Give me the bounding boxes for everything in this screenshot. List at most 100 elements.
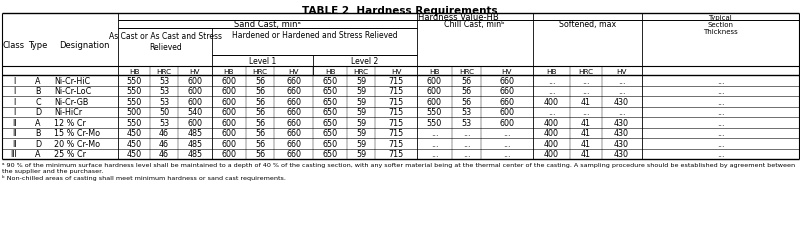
- Text: HRC: HRC: [578, 68, 594, 74]
- Text: 550: 550: [426, 118, 442, 127]
- Text: 650: 650: [322, 97, 338, 106]
- Text: HRC: HRC: [253, 68, 267, 74]
- Text: 600: 600: [222, 118, 236, 127]
- Text: HRC: HRC: [157, 68, 171, 74]
- Text: 56: 56: [255, 139, 265, 148]
- Text: 53: 53: [159, 118, 169, 127]
- Text: 430: 430: [614, 150, 629, 158]
- Text: 600: 600: [222, 87, 236, 96]
- Text: 450: 450: [127, 139, 142, 148]
- Text: 715: 715: [388, 97, 404, 106]
- Text: 59: 59: [356, 97, 366, 106]
- Text: 450: 450: [127, 150, 142, 158]
- Text: 715: 715: [388, 87, 404, 96]
- Text: 59: 59: [356, 118, 366, 127]
- Text: 53: 53: [159, 87, 169, 96]
- Text: 430: 430: [614, 129, 629, 138]
- Text: 660: 660: [499, 97, 514, 106]
- Text: 53: 53: [159, 76, 169, 85]
- Text: 600: 600: [222, 129, 236, 138]
- Text: 485: 485: [187, 150, 202, 158]
- Text: B: B: [35, 129, 41, 138]
- Text: HV: HV: [502, 68, 512, 74]
- Text: 53: 53: [462, 108, 471, 117]
- Text: 56: 56: [462, 87, 471, 96]
- Text: I: I: [13, 108, 15, 117]
- Text: 715: 715: [388, 118, 404, 127]
- Text: 20 % Cr-Mo: 20 % Cr-Mo: [54, 139, 101, 148]
- Text: 600: 600: [499, 108, 514, 117]
- Text: 400: 400: [544, 129, 559, 138]
- Text: 59: 59: [356, 129, 366, 138]
- Text: ...: ...: [717, 139, 724, 148]
- Text: I: I: [13, 87, 15, 96]
- Text: D: D: [35, 108, 41, 117]
- Text: II: II: [12, 118, 16, 127]
- Text: 500: 500: [127, 108, 142, 117]
- Text: 400: 400: [544, 139, 559, 148]
- Text: Designation: Designation: [59, 40, 110, 49]
- Text: I: I: [13, 76, 15, 85]
- Text: 41: 41: [581, 118, 591, 127]
- Text: 41: 41: [581, 139, 591, 148]
- Text: 650: 650: [322, 129, 338, 138]
- Text: I: I: [13, 97, 15, 106]
- Text: 56: 56: [255, 97, 265, 106]
- Text: ...: ...: [717, 118, 724, 127]
- Text: ...: ...: [582, 76, 590, 85]
- Text: 41: 41: [581, 97, 591, 106]
- Text: A: A: [35, 118, 41, 127]
- Text: ...: ...: [503, 129, 510, 138]
- Text: 660: 660: [286, 150, 301, 158]
- Text: ...: ...: [430, 150, 438, 158]
- Text: 650: 650: [322, 76, 338, 85]
- Text: 430: 430: [614, 118, 629, 127]
- Text: 600: 600: [427, 97, 442, 106]
- Text: ...: ...: [618, 108, 626, 117]
- Text: 660: 660: [286, 139, 301, 148]
- Text: III: III: [10, 150, 18, 158]
- Text: Hardness Value-HB: Hardness Value-HB: [418, 13, 499, 22]
- Text: HV: HV: [390, 68, 402, 74]
- Text: 600: 600: [222, 150, 236, 158]
- Text: 660: 660: [286, 118, 301, 127]
- Text: 600: 600: [187, 118, 202, 127]
- Text: 715: 715: [388, 108, 404, 117]
- Text: 600: 600: [427, 87, 442, 96]
- Text: 56: 56: [255, 87, 265, 96]
- Text: 15 % Cr-Mo: 15 % Cr-Mo: [54, 129, 101, 138]
- Text: ...: ...: [618, 87, 626, 96]
- Text: Level 1: Level 1: [249, 56, 276, 65]
- Text: 660: 660: [286, 108, 301, 117]
- Text: 600: 600: [222, 108, 236, 117]
- Text: ...: ...: [462, 139, 470, 148]
- Text: Ni-Cr-GB: Ni-Cr-GB: [54, 97, 89, 106]
- Text: A: A: [35, 150, 41, 158]
- Text: A: A: [35, 76, 41, 85]
- Text: 550: 550: [126, 76, 142, 85]
- Text: 53: 53: [159, 97, 169, 106]
- Text: HRC: HRC: [459, 68, 474, 74]
- Text: 600: 600: [222, 76, 236, 85]
- Text: ...: ...: [503, 139, 510, 148]
- Text: ...: ...: [548, 76, 555, 85]
- Text: HV: HV: [616, 68, 627, 74]
- Text: ᵇ Non-chilled areas of casting shall meet minimum hardness or sand cast requirem: ᵇ Non-chilled areas of casting shall mee…: [2, 174, 286, 180]
- Text: ...: ...: [462, 150, 470, 158]
- Text: 56: 56: [462, 97, 471, 106]
- Text: HRC: HRC: [354, 68, 369, 74]
- Text: ...: ...: [717, 87, 724, 96]
- Text: ...: ...: [717, 108, 724, 117]
- Text: 56: 56: [462, 76, 471, 85]
- Text: 650: 650: [322, 87, 338, 96]
- Text: II: II: [12, 139, 16, 148]
- Text: HB: HB: [546, 68, 557, 74]
- Text: 660: 660: [286, 76, 301, 85]
- Text: ...: ...: [717, 76, 724, 85]
- Text: 400: 400: [544, 97, 559, 106]
- Text: 59: 59: [356, 108, 366, 117]
- Text: 600: 600: [187, 76, 202, 85]
- Text: 650: 650: [322, 150, 338, 158]
- Text: 400: 400: [544, 150, 559, 158]
- Text: 600: 600: [222, 97, 236, 106]
